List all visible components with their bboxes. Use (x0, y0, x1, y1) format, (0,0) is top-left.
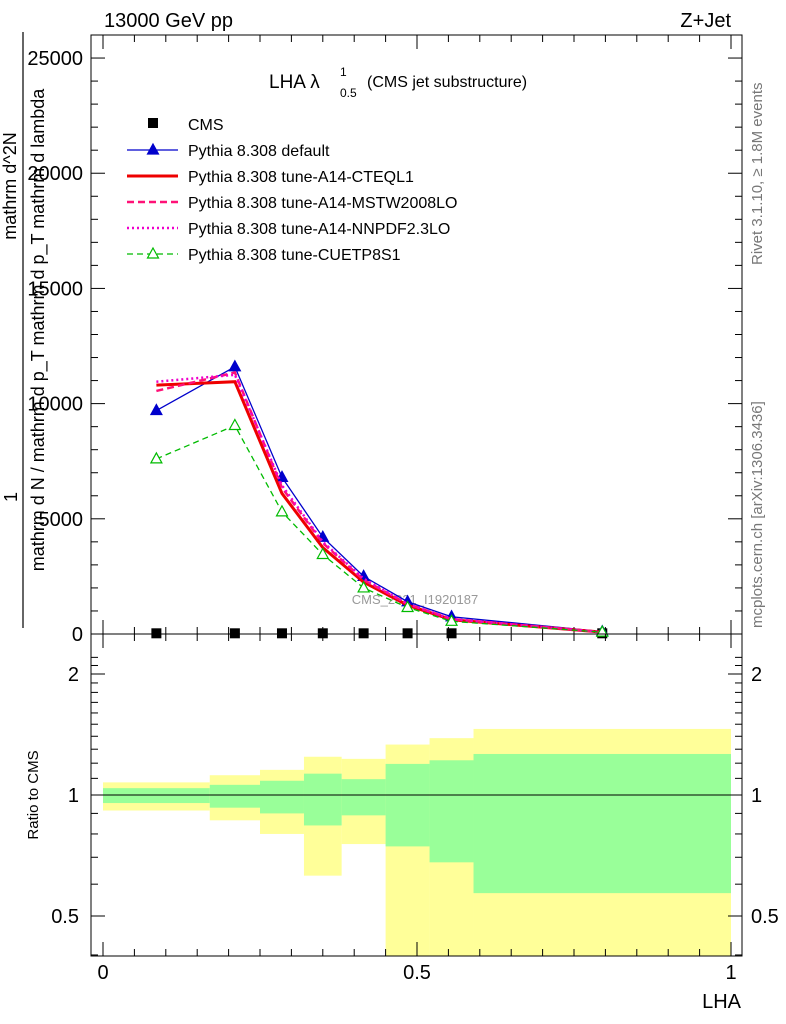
main-ytick-label: 10000 (27, 394, 83, 416)
ratio-inner-band (209, 784, 260, 808)
cms-point (151, 628, 162, 639)
legend-entry: Pythia 8.308 tune-A14-CTEQL1 (127, 169, 414, 186)
cms-point (358, 628, 369, 639)
series-0 (151, 628, 608, 639)
cms-point (276, 628, 287, 639)
ratio-inner-band (385, 763, 430, 847)
title-sub: 0.5 (340, 86, 357, 100)
series-marker (228, 418, 242, 431)
legend-entry: Pythia 8.308 tune-CUETP8S1 (127, 246, 401, 264)
ratio-inner-band (103, 788, 210, 804)
ratio-ytick-label-right: 2 (751, 664, 762, 686)
legend-entry: Pythia 8.308 default (127, 142, 330, 160)
ylabel-top: 1 (1, 492, 21, 502)
series-marker (445, 614, 459, 626)
series-line (156, 424, 603, 633)
legend-entry: Pythia 8.308 tune-A14-MSTW2008LO (127, 195, 457, 212)
energy-label: 13000 GeV pp (104, 10, 233, 32)
watermark: CMS_2021_I1920187 (352, 592, 479, 607)
title-suffix: (CMS jet substructure) (367, 74, 527, 91)
legend-label: Pythia 8.308 default (188, 143, 330, 160)
main-ytick-label: 0 (72, 624, 83, 646)
series-marker (149, 403, 163, 416)
ylabel-line2: mathrm d^2N (0, 132, 20, 239)
main-series (149, 359, 609, 639)
ratio-xtick-label: 0.5 (403, 962, 431, 984)
main-panel: 0 5000 10000 15000 20000 25000 CMS_2021_I1920… (0, 32, 743, 646)
ratio-inner-band (260, 780, 304, 814)
legend-label: CMS (188, 117, 224, 134)
legend-label: Pythia 8.308 tune-CUETP8S1 (188, 247, 401, 264)
series-marker (316, 547, 330, 560)
cms-point (317, 628, 328, 639)
ratio-inner-band (303, 773, 342, 826)
ratio-ytick-label-left: 2 (68, 664, 79, 686)
ratio-bands (91, 728, 742, 956)
cms-point (229, 628, 240, 639)
ratio-xtick-labels: 0 0.5 1 (97, 962, 736, 984)
series-2 (156, 380, 603, 634)
legend-entry: Pythia 8.308 tune-A14-NNPDF2.3LO (127, 221, 450, 238)
cms-point (446, 628, 457, 639)
ratio-ytick-label-left: 1 (68, 785, 79, 807)
ratio-inner-band (429, 760, 474, 863)
ratio-xtick-label: 0 (97, 962, 108, 984)
process-label: Z+Jet (680, 10, 731, 32)
ratio-ytick-label-right: 1 (751, 785, 762, 807)
main-ytick-label: 15000 (27, 278, 83, 300)
title-main: LHA λ (269, 72, 320, 93)
series-line (156, 365, 603, 633)
ratio-ylabel: Ratio to CMS (25, 750, 42, 839)
legend: CMS Pythia 8.308 default Pythia 8.308 tune… (127, 117, 457, 264)
series-marker (275, 504, 289, 517)
series-marker (228, 359, 242, 372)
ratio-inner-band (473, 753, 731, 894)
series-line (156, 373, 603, 634)
main-ytick-label: 20000 (27, 163, 83, 185)
main-axis-ticks (91, 34, 742, 635)
legend-entry: CMS (148, 117, 224, 134)
ylabel-line1: mathrm d N / mathrm d p_T mathrm d p_T m… (28, 88, 49, 571)
legend-label: Pythia 8.308 tune-A14-MSTW2008LO (188, 195, 457, 212)
legend-marker (146, 142, 160, 155)
cms-point (402, 628, 413, 639)
legend-swatch (148, 118, 158, 128)
chart-title: LHA λ 1 0.5 (CMS jet substructure) (269, 65, 527, 100)
ratio-ytick-label-right: 0.5 (751, 906, 779, 928)
title-sup: 1 (340, 65, 347, 79)
mcplots-label: mcplots.cern.ch [arXiv:1306.3436] (749, 401, 766, 628)
xlabel: LHA (702, 991, 742, 1013)
legend-marker (146, 246, 160, 259)
main-ylabel: 1 mathrm d^2N mathrm d N / mathrm d p_T … (0, 32, 49, 628)
series-line (156, 380, 603, 634)
rivet-label: Rivet 3.1.10, ≥ 1.8M events (749, 83, 766, 266)
main-ytick-label: 5000 (39, 509, 84, 531)
ratio-ytick-labels: 0.5 0.5 1 1 2 2 (51, 664, 779, 928)
main-ytick-label: 25000 (27, 48, 83, 70)
legend-label: Pythia 8.308 tune-A14-NNPDF2.3LO (188, 221, 450, 238)
svg-text:LHA λ: LHA λ (269, 72, 320, 93)
legend-label: Pythia 8.308 tune-A14-CTEQL1 (188, 169, 414, 186)
ratio-inner-band (341, 779, 386, 816)
series-marker (401, 600, 415, 613)
ratio-axis-ticks (91, 634, 742, 956)
ratio-panel: 0.5 0.51 12 2 0 0.5 1 Ratio to CMS LHA (25, 633, 779, 1013)
series-marker (149, 451, 163, 464)
ratio-ytick-label-left: 0.5 (51, 906, 79, 928)
main-ytick-labels: 0 5000 10000 15000 20000 25000 (27, 48, 83, 646)
series-marker (357, 580, 371, 593)
ratio-xtick-label: 1 (725, 962, 736, 984)
series-4 (156, 373, 603, 634)
series-5 (149, 418, 609, 637)
